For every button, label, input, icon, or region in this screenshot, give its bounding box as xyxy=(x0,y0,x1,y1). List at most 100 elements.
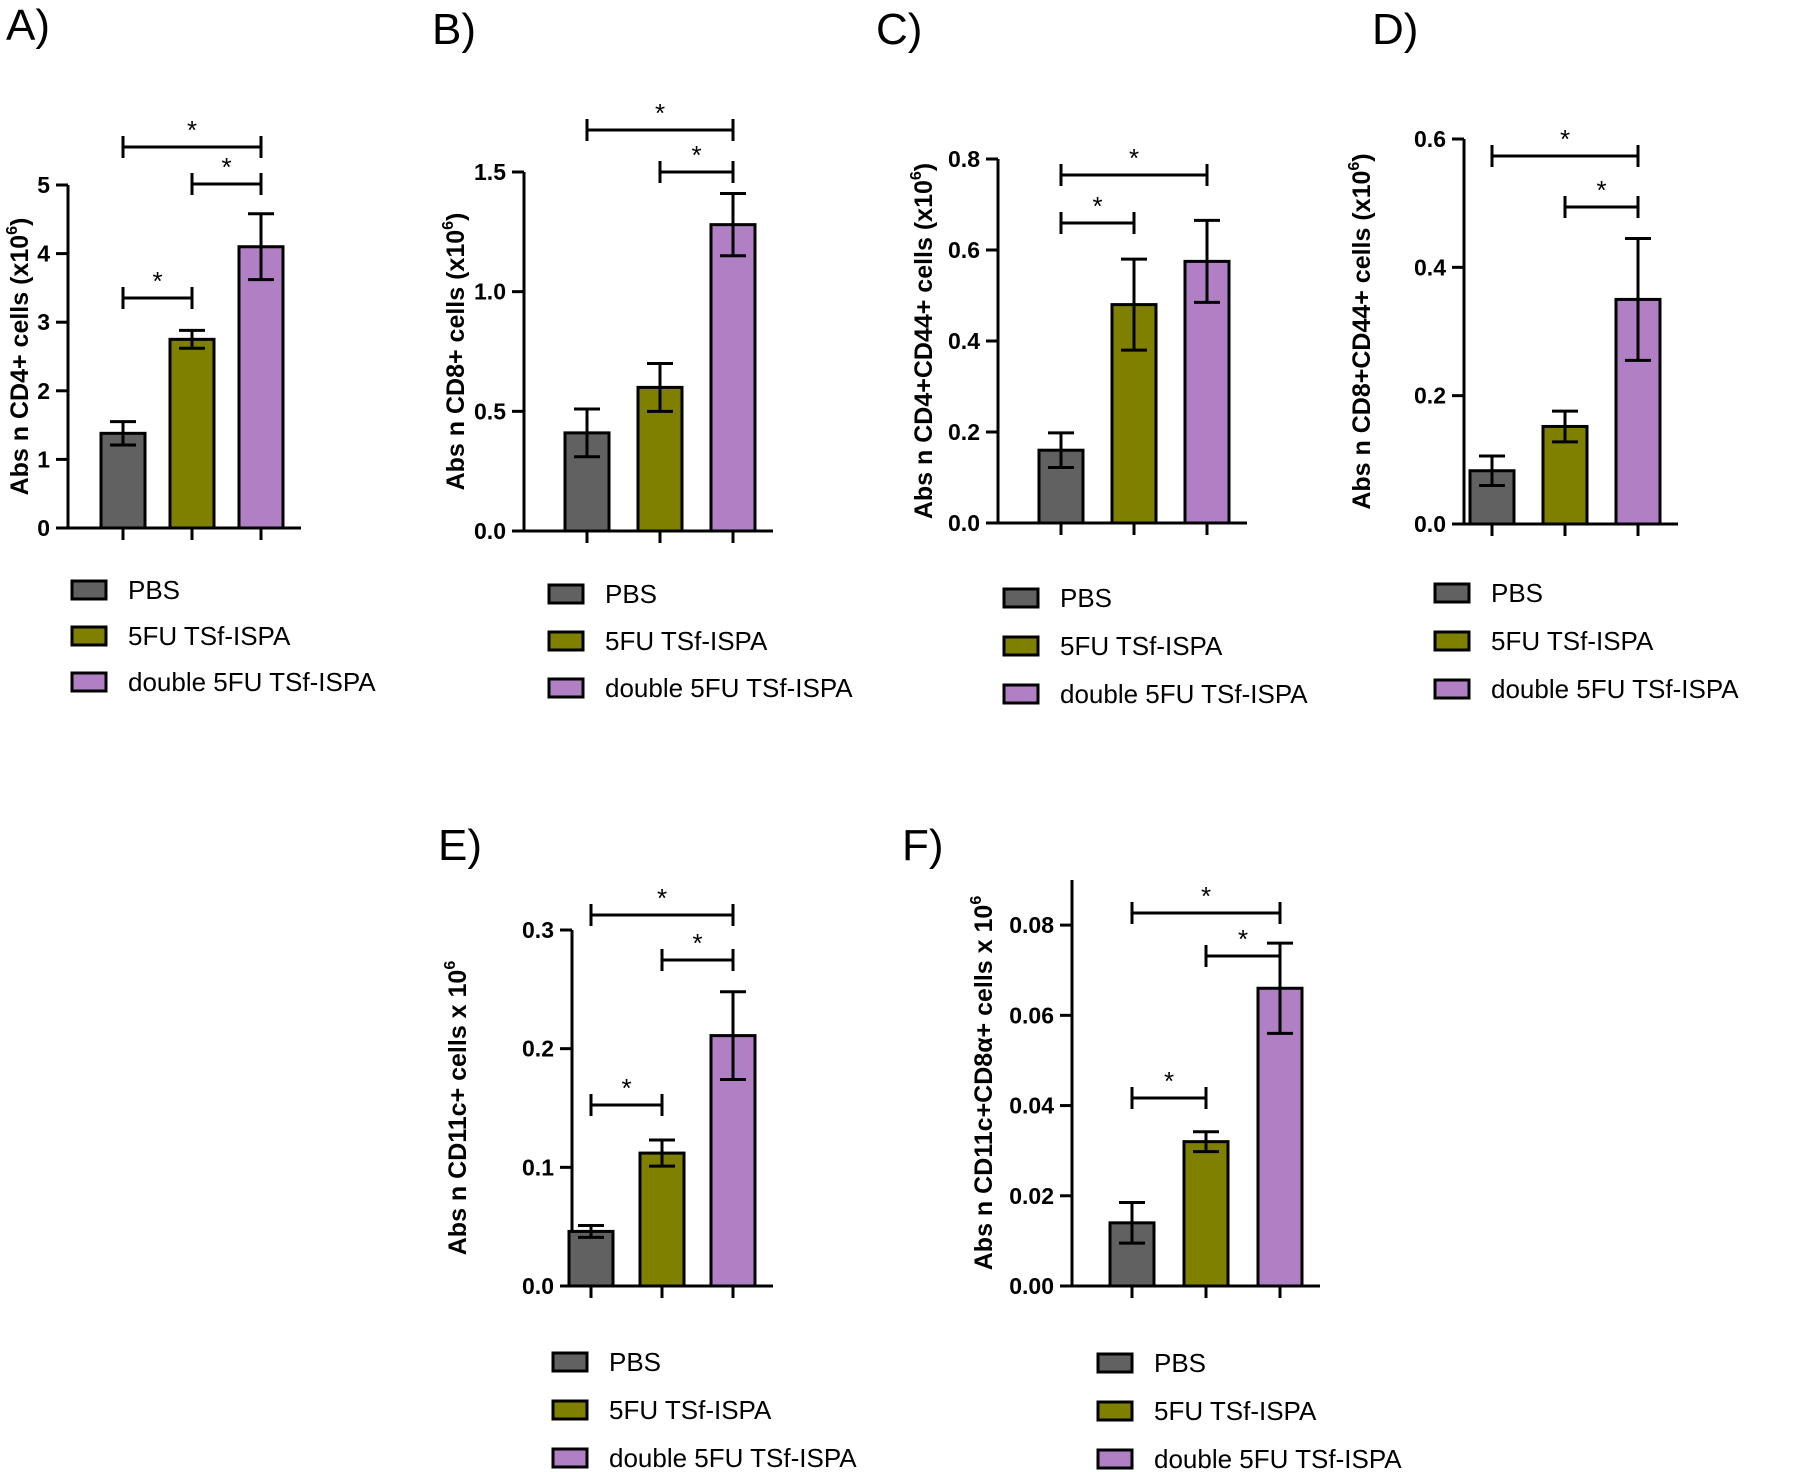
legend-swatch xyxy=(1096,1400,1134,1422)
legend-label: 5FU TSf-ISPA xyxy=(1060,631,1223,661)
bar xyxy=(567,1229,615,1288)
y-tick-label: 0.4 xyxy=(1414,254,1446,280)
legend-label: 5FU TSf-ISPA xyxy=(1491,626,1654,656)
legend-swatch xyxy=(551,1447,589,1469)
legend-label: PBS xyxy=(609,1347,661,1377)
y-axis-label-superscript: 6 xyxy=(4,226,21,235)
panel-b: B) 0.0 0.5 1.0 1.5 Abs n CD8+ cells (x106) * * P… xyxy=(432,5,853,703)
y-axis-label: Abs n CD11c+ cells x 106 xyxy=(442,961,472,1256)
y-axis-label-main: Abs n CD4+ cells (x10 xyxy=(6,235,34,496)
y-tick-label: 0.2 xyxy=(522,1036,554,1062)
y-axis-label-main: Abs n CD8+CD44+ cells (x10 xyxy=(1348,171,1376,510)
y-tick-label: 0.0 xyxy=(474,518,506,544)
y-tick-label: 0.2 xyxy=(1414,383,1446,409)
legend-label: PBS xyxy=(1491,578,1543,608)
y-tick-label: 0.3 xyxy=(522,917,554,943)
panel-e: E) 0.0 0.1 0.2 0.3 Abs n CD11c+ cells x 106 * *… xyxy=(438,821,857,1472)
y-axis-label: Abs n CD11c+CD8α+ cells x 106 xyxy=(968,896,998,1271)
y-axis-label-end: ) xyxy=(6,218,34,226)
significance-star: * xyxy=(187,115,197,145)
bar xyxy=(1182,1140,1230,1288)
y-axis-label-main: Abs n CD11c+ cells x 10 xyxy=(444,970,472,1256)
legend-swatch xyxy=(1096,1448,1134,1470)
y-axis-label-main: Abs n CD4+CD44+ cells (x10 xyxy=(910,180,938,519)
legend-label: 5FU TSf-ISPA xyxy=(1154,1396,1317,1426)
y-tick-label: 0.4 xyxy=(948,328,980,354)
legend-label: PBS xyxy=(605,579,657,609)
legend-swatch xyxy=(1433,582,1471,604)
y-axis-label: Abs n CD8+CD44+ cells (x106) xyxy=(1346,153,1376,509)
significance-star: * xyxy=(657,883,667,913)
y-tick-label: 1.0 xyxy=(474,279,506,305)
significance-star: * xyxy=(691,140,701,170)
y-tick-label: 3 xyxy=(37,309,50,335)
bar xyxy=(1183,259,1231,525)
legend-swatch xyxy=(70,671,108,693)
y-tick-label: 0.00 xyxy=(1009,1273,1054,1299)
legend-swatch xyxy=(547,677,585,699)
y-axis-label-end: ) xyxy=(910,163,938,171)
y-axis-label: Abs n CD4+CD44+ cells (x106) xyxy=(908,163,938,519)
legend-label: double 5FU TSf-ISPA xyxy=(1060,679,1308,709)
panel-letter: E) xyxy=(438,821,482,870)
panel-c: C) 0.0 0.2 0.4 0.6 0.8 Abs n CD4+CD44+ cells (… xyxy=(876,5,1308,709)
legend-label: double 5FU TSf-ISPA xyxy=(1154,1444,1402,1472)
panel-f: F) 0.00 0.02 0.04 0.06 0.08 Abs n CD11c+CD8α+ … xyxy=(902,821,1402,1472)
y-axis-label-main: Abs n CD8+ cells (x10 xyxy=(442,230,470,491)
legend-label: double 5FU TSf-ISPA xyxy=(128,667,376,697)
y-tick-label: 0.0 xyxy=(948,510,980,536)
significance-star: * xyxy=(152,266,162,296)
y-tick-label: 0.8 xyxy=(948,146,980,172)
bar xyxy=(638,1151,686,1288)
bar xyxy=(168,337,216,530)
y-tick-label: 0.5 xyxy=(474,398,506,424)
y-tick-label: 1 xyxy=(37,446,50,472)
y-tick-label: 0.02 xyxy=(1009,1183,1054,1209)
y-axis-label-superscript: 6 xyxy=(968,896,985,905)
y-axis-label: Abs n CD4+ cells (x106) xyxy=(4,218,34,496)
y-tick-label: 0.0 xyxy=(1414,511,1446,537)
legend-swatch xyxy=(547,583,585,605)
bar xyxy=(709,223,757,533)
bar xyxy=(1110,303,1158,525)
legend-swatch xyxy=(1002,587,1040,609)
bar xyxy=(237,245,285,530)
y-tick-label: 0.2 xyxy=(948,419,980,445)
significance-star: * xyxy=(1238,924,1248,954)
significance-star: * xyxy=(221,152,231,182)
legend-swatch xyxy=(1433,678,1471,700)
y-axis-label-end: ) xyxy=(442,213,470,221)
legend-swatch xyxy=(547,630,585,652)
y-tick-label: 2 xyxy=(37,378,50,404)
y-tick-label: 0.6 xyxy=(948,237,980,263)
legend-label: 5FU TSf-ISPA xyxy=(605,626,768,656)
y-tick-label: 0.0 xyxy=(522,1273,554,1299)
legend-label: double 5FU TSf-ISPA xyxy=(609,1443,857,1472)
y-axis-label-main: Abs n CD11c+CD8α+ cells x 10 xyxy=(970,905,998,1271)
significance-star: * xyxy=(655,98,665,128)
y-tick-label: 0.04 xyxy=(1009,1093,1054,1119)
significance-star: * xyxy=(1560,124,1570,154)
legend-label: PBS xyxy=(1154,1348,1206,1378)
legend-swatch xyxy=(1002,683,1040,705)
significance-star: * xyxy=(621,1073,631,1103)
panel-letter: A) xyxy=(6,1,50,50)
y-tick-label: 0.1 xyxy=(522,1154,554,1180)
legend-swatch xyxy=(551,1399,589,1421)
bar xyxy=(1256,986,1304,1288)
y-tick-label: 1.5 xyxy=(474,159,506,185)
legend-label: 5FU TSf-ISPA xyxy=(609,1395,772,1425)
legend-swatch xyxy=(1096,1352,1134,1374)
legend-label: PBS xyxy=(1060,583,1112,613)
y-axis-label-end: ) xyxy=(1348,153,1376,161)
panel-d: D) 0.0 0.2 0.4 0.6 Abs n CD8+CD44+ cells (x10… xyxy=(1346,5,1739,704)
significance-star: * xyxy=(1596,175,1606,205)
y-axis-label-superscript: 6 xyxy=(908,171,925,180)
y-tick-label: 4 xyxy=(37,241,50,267)
legend-swatch xyxy=(70,625,108,647)
y-axis-label: Abs n CD8+ cells (x106) xyxy=(440,213,470,491)
legend-swatch xyxy=(551,1351,589,1373)
legend-swatch xyxy=(1433,630,1471,652)
y-tick-label: 5 xyxy=(37,172,50,198)
